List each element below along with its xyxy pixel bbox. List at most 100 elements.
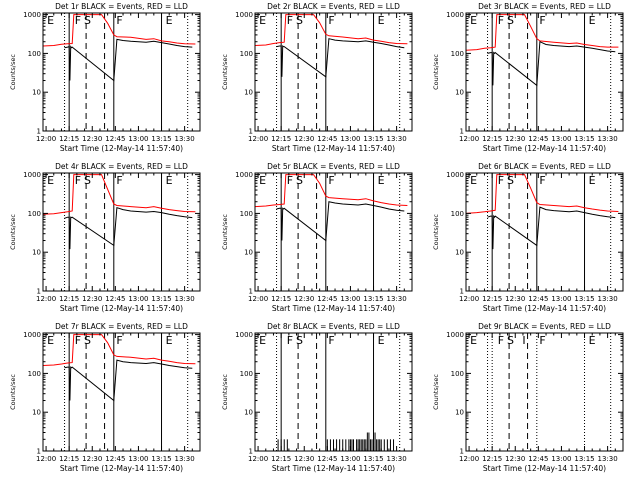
interval-marker: E [259, 334, 266, 347]
x-tick-label: 13:30 [175, 295, 195, 303]
x-tick-label: 13:30 [598, 455, 618, 463]
x-tick-label: 12:00 [248, 135, 268, 143]
plot-frame [254, 172, 413, 292]
x-tick-label: 12:00 [459, 455, 479, 463]
interval-marker: F [75, 334, 81, 347]
x-tick-label: 12:45 [105, 135, 125, 143]
y-axis-label: Counts/sec [9, 214, 17, 250]
interval-marker: E [47, 334, 54, 347]
x-tick-label: 13:30 [175, 135, 195, 143]
interval-marker: S [84, 334, 91, 347]
interval-marker: F [116, 334, 122, 347]
interval-marker: F [498, 334, 504, 347]
y-tick-label: 100 [240, 210, 253, 218]
x-axis-label: Start Time (12-May-14 11:57:40) [272, 144, 395, 153]
interval-marker: E [470, 334, 477, 347]
y-tick-label: 100 [28, 370, 41, 378]
interval-marker: E [589, 334, 596, 347]
panel-title: Det 6r BLACK = Events, RED = LLD [478, 162, 611, 171]
x-tick-label: 13:30 [598, 135, 618, 143]
x-tick-label: 12:15 [59, 295, 79, 303]
interval-marker: S [84, 14, 91, 27]
y-tick-label: 100 [451, 210, 464, 218]
panel-det-4r: Det 4r BLACK = Events, RED = LLD Counts/s… [9, 162, 201, 313]
interval-marker: F [539, 174, 545, 187]
x-axis-label: Start Time (12-May-14 11:57:40) [272, 464, 395, 473]
interval-marker: S [296, 14, 303, 27]
y-tick-label: 1 [37, 128, 41, 136]
x-tick-label: 12:30 [294, 295, 314, 303]
interval-marker: F [498, 174, 504, 187]
x-tick-label: 12:30 [505, 135, 525, 143]
x-tick-label: 13:15 [363, 295, 383, 303]
interval-marker: E [47, 174, 54, 187]
panel-title: Det 9r BLACK = Events, RED = LLD [478, 322, 611, 331]
x-tick-label: 12:15 [59, 135, 79, 143]
x-axis-label: Start Time (12-May-14 11:57:40) [60, 144, 183, 153]
y-tick-label: 10 [32, 249, 41, 257]
x-tick-label: 12:00 [459, 295, 479, 303]
panel-det-6r: Det 6r BLACK = Events, RED = LLD Counts/s… [432, 162, 624, 313]
interval-marker: S [507, 14, 514, 27]
x-tick-label: 12:45 [528, 455, 548, 463]
x-tick-label: 13:00 [340, 135, 360, 143]
x-tick-label: 12:45 [105, 295, 125, 303]
y-tick-label: 1000 [235, 331, 253, 339]
panel-title: Det 5r BLACK = Events, RED = LLD [267, 162, 400, 171]
series-events [276, 201, 405, 242]
interval-marker: S [507, 334, 514, 347]
interval-marker: S [507, 174, 514, 187]
y-tick-label: 1 [37, 288, 41, 296]
panel-det-2r: Det 2r BLACK = Events, RED = LLD Counts/s… [221, 2, 413, 153]
x-tick-label: 12:00 [36, 135, 56, 143]
interval-marker: F [287, 14, 293, 27]
x-tick-label: 13:30 [387, 455, 407, 463]
x-tick-label: 12:45 [528, 295, 548, 303]
interval-marker: S [296, 174, 303, 187]
x-tick-label: 13:15 [151, 295, 171, 303]
interval-marker: E [259, 14, 266, 27]
x-tick-label: 12:00 [459, 135, 479, 143]
y-tick-label: 10 [244, 89, 253, 97]
panel-title: Det 8r BLACK = Events, RED = LLD [267, 322, 400, 331]
x-tick-label: 13:00 [340, 295, 360, 303]
plot-frame [465, 332, 624, 452]
series-lld [255, 174, 408, 208]
interval-marker: E [166, 174, 173, 187]
x-tick-label: 12:45 [317, 295, 337, 303]
interval-marker: E [589, 14, 596, 27]
x-tick-label: 13:15 [574, 295, 594, 303]
x-tick-label: 13:15 [574, 455, 594, 463]
x-tick-label: 12:00 [248, 455, 268, 463]
series-lld [466, 14, 619, 51]
y-axis-label: Counts/sec [9, 374, 17, 410]
x-axis-label: Start Time (12-May-14 11:57:40) [272, 304, 395, 313]
x-tick-label: 13:00 [551, 135, 571, 143]
series-events [64, 359, 193, 402]
interval-marker: F [539, 14, 545, 27]
panel-title: Det 7r BLACK = Events, RED = LLD [55, 322, 188, 331]
y-tick-label: 100 [240, 370, 253, 378]
y-axis-label: Counts/sec [221, 374, 229, 410]
series-events [487, 40, 616, 87]
y-tick-label: 1 [249, 128, 253, 136]
x-tick-label: 12:15 [482, 295, 502, 303]
y-tick-label: 10 [455, 89, 464, 97]
x-tick-label: 13:15 [574, 135, 594, 143]
plot-frame [465, 12, 624, 132]
panel-title: Det 3r BLACK = Events, RED = LLD [478, 2, 611, 11]
interval-marker: I [522, 334, 525, 347]
panel-det-8r: Det 8r BLACK = Events, RED = LLD Counts/s… [221, 322, 413, 473]
interval-marker: E [470, 14, 477, 27]
y-tick-label: 1000 [446, 331, 464, 339]
interval-marker: F [287, 334, 293, 347]
interval-marker: E [47, 14, 54, 27]
x-tick-label: 13:00 [128, 455, 148, 463]
y-tick-label: 1 [460, 448, 464, 456]
panel-det-5r: Det 5r BLACK = Events, RED = LLD Counts/s… [221, 162, 413, 313]
x-tick-label: 12:15 [482, 135, 502, 143]
